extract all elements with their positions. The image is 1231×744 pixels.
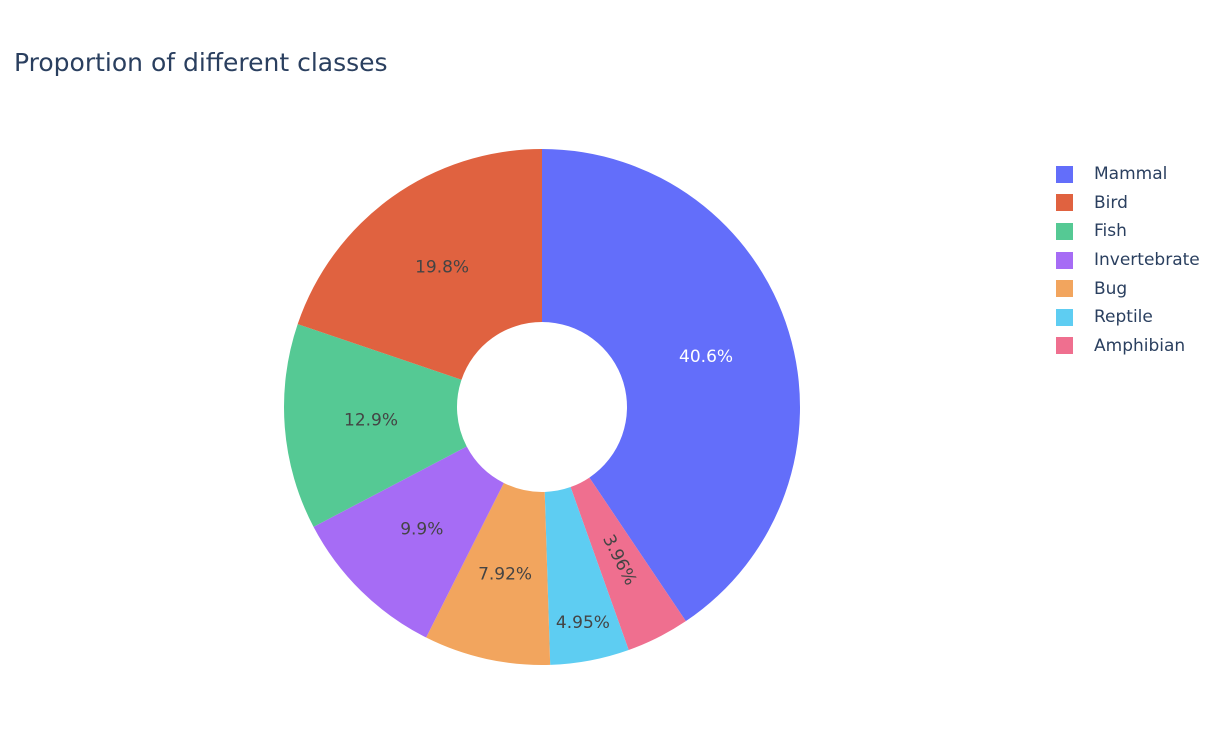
slices-group bbox=[284, 148, 800, 665]
legend-swatch bbox=[1056, 280, 1073, 298]
legend-label: Bird bbox=[1094, 192, 1128, 213]
legend-swatch bbox=[1056, 251, 1073, 269]
slice-label-reptile: 4.95% bbox=[556, 613, 610, 633]
legend-item-amphibian[interactable]: Amphibian bbox=[1056, 332, 1200, 361]
slice-bird[interactable] bbox=[297, 148, 542, 380]
legend-swatch bbox=[1056, 337, 1073, 355]
legend-label: Bug bbox=[1094, 278, 1128, 299]
legend-label: Fish bbox=[1094, 221, 1127, 242]
slice-label-bug: 7.92% bbox=[478, 564, 532, 584]
chart-title: Proportion of different classes bbox=[14, 48, 388, 77]
slice-fish[interactable] bbox=[284, 324, 467, 527]
legend-swatch bbox=[1056, 165, 1073, 183]
slice-label-mammal: 40.6% bbox=[679, 347, 733, 367]
legend: Mammal Bird Fish Invertebrate Bug Reptile Amph… bbox=[1056, 160, 1200, 360]
legend-item-mammal[interactable]: Mammal bbox=[1056, 160, 1200, 189]
legend-label: Reptile bbox=[1094, 307, 1153, 328]
legend-swatch bbox=[1056, 308, 1073, 326]
slice-label-fish: 12.9% bbox=[344, 410, 398, 430]
legend-item-fish[interactable]: Fish bbox=[1056, 217, 1200, 246]
legend-label: Mammal bbox=[1094, 164, 1168, 185]
legend-label: Invertebrate bbox=[1094, 250, 1200, 271]
slice-mammal[interactable] bbox=[542, 149, 800, 622]
slice-reptile[interactable] bbox=[544, 487, 629, 665]
legend-swatch bbox=[1056, 222, 1073, 240]
legend-item-bird[interactable]: Bird bbox=[1056, 189, 1200, 218]
slice-label-bird: 19.8% bbox=[415, 258, 469, 278]
slice-invertebrate[interactable] bbox=[313, 446, 504, 638]
legend-item-bug[interactable]: Bug bbox=[1056, 274, 1200, 303]
slice-amphibian[interactable] bbox=[570, 477, 686, 651]
slice-label-invertebrate: 9.9% bbox=[400, 519, 443, 539]
slice-bug[interactable] bbox=[426, 482, 551, 665]
legend-label: Amphibian bbox=[1094, 335, 1186, 356]
legend-item-reptile[interactable]: Reptile bbox=[1056, 303, 1200, 332]
legend-item-invertebrate[interactable]: Invertebrate bbox=[1056, 246, 1200, 275]
legend-swatch bbox=[1056, 194, 1073, 212]
